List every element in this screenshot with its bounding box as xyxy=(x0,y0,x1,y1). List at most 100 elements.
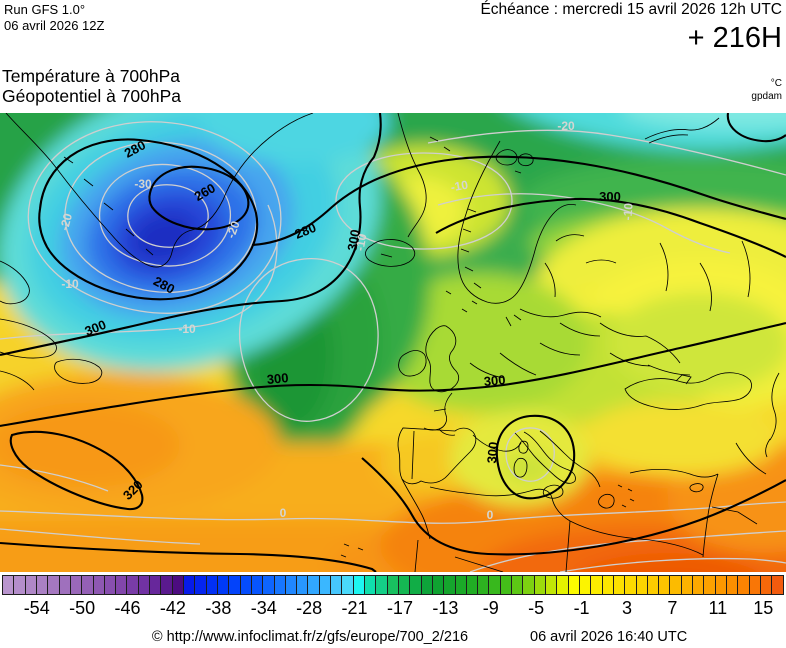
color-scale-cell xyxy=(533,575,545,595)
color-scale-cell xyxy=(239,575,251,595)
temperature-contour-label: -10 xyxy=(353,232,370,252)
color-scale-cell xyxy=(431,575,444,595)
temperature-contours xyxy=(0,121,786,572)
color-scale-cell xyxy=(273,575,285,595)
forecast-offset-label: + 216H xyxy=(687,22,782,54)
run-model-label: Run GFS 1.0° xyxy=(4,2,86,17)
coast-ireland xyxy=(398,350,427,377)
color-scale-cell xyxy=(726,575,738,595)
color-scale-tick: -9 xyxy=(482,598,499,618)
parameter-title-temperature: Température à 700hPa xyxy=(2,66,181,86)
borders-africa xyxy=(414,520,571,572)
color-scale-cell xyxy=(126,575,138,595)
coast-turkey-levant xyxy=(629,468,719,558)
color-scale-cell xyxy=(183,575,195,595)
color-scale-cell xyxy=(228,575,240,595)
color-scale-cell xyxy=(250,575,263,595)
temperature-contour-label: 0 xyxy=(280,506,287,520)
coast-black-sea xyxy=(624,372,752,410)
color-scale-cell xyxy=(307,575,319,595)
color-scale-cell xyxy=(759,575,772,595)
color-scale-cell xyxy=(262,575,274,595)
coast-norway-fjords xyxy=(460,208,482,289)
color-scale-cell xyxy=(318,575,331,595)
color-scale-cell xyxy=(522,575,534,595)
color-scale-tick-labels: -54 -50 -46 -42 -38 -34 -28 -21 -17 -13 -9 -5 -1 3 7 11… xyxy=(14,598,786,619)
coast-novaya-zemlya xyxy=(644,117,720,144)
echeance-label: Échéance : mercredi 15 avril 2026 12h UT… xyxy=(480,1,782,18)
temperature-contour-label: -20 xyxy=(57,211,75,232)
temperature-contour-label: 0 xyxy=(487,508,494,522)
temperature-contour-label: -10 xyxy=(61,277,79,291)
color-scale-cell xyxy=(578,575,591,595)
color-scale-cell xyxy=(658,575,670,595)
coast-north-africa xyxy=(401,478,704,556)
coast-iberia xyxy=(397,427,477,485)
geopotential-contour-label: 300 xyxy=(484,441,501,464)
coastlines xyxy=(0,113,780,572)
coast-svalbard xyxy=(495,149,534,174)
color-scale-cell xyxy=(375,575,387,595)
color-scale-tick: -5 xyxy=(528,598,545,618)
color-scale-cell xyxy=(420,575,432,595)
color-scale-cell xyxy=(545,575,557,595)
coast-iceland xyxy=(365,239,416,267)
color-scale-tick: -17 xyxy=(386,598,413,618)
color-scale-cell xyxy=(2,575,14,595)
color-scale-cell xyxy=(646,575,659,595)
source-url: © http://www.infoclimat.fr/z/gfs/europe/… xyxy=(151,629,469,645)
color-scale-cell xyxy=(703,575,715,595)
color-scale-cell xyxy=(624,575,636,595)
map-canvas: -30-20 -20-10-10-10-10-20-100 0 2802602802… xyxy=(0,113,786,572)
color-scale-cell xyxy=(669,575,681,595)
color-scale-tick: 7 xyxy=(667,598,678,618)
color-scale-cell xyxy=(601,575,613,595)
color-scale-cell xyxy=(692,575,704,595)
color-scale-cell xyxy=(160,575,172,595)
weather-map: -30 -20 -20 -10 -10 -10 -10 -20 -10 0 0 280 260 280 2… xyxy=(0,113,786,572)
color-scale-tick: 11 xyxy=(708,598,728,618)
color-scale-cell xyxy=(714,575,726,595)
color-scale-cell xyxy=(567,575,579,595)
coast-north-isles xyxy=(445,290,478,313)
temperature-contour-label: -10 xyxy=(620,202,635,221)
color-scale-tick: 3 xyxy=(621,598,632,618)
coast-greenland-fjords xyxy=(63,156,154,256)
color-scale-cell xyxy=(81,575,93,595)
color-scale-tick: -38 xyxy=(205,598,232,618)
color-scale-cell xyxy=(103,575,116,595)
color-scale-tick: -34 xyxy=(250,598,277,618)
coast-italy xyxy=(472,431,576,484)
color-scale-tick: -50 xyxy=(69,598,96,618)
temperature-color-scale xyxy=(2,575,784,595)
color-scale-cell xyxy=(24,575,36,595)
color-scale-tick: -46 xyxy=(114,598,141,618)
temperature-contour-label: -30 xyxy=(134,177,152,191)
color-scale-cell xyxy=(92,575,104,595)
coast-baltic xyxy=(505,234,617,327)
coast-greenland-south xyxy=(5,113,314,268)
color-scale-cell xyxy=(386,575,398,595)
temperature-contour-label: -10 xyxy=(450,178,470,195)
color-scale-cell xyxy=(47,575,59,595)
color-scale-cell xyxy=(612,575,625,595)
geopotential-contour-label: 300 xyxy=(599,189,621,204)
color-scale-cell xyxy=(409,575,421,595)
coast-scandinavia xyxy=(457,140,577,304)
color-scale-cell xyxy=(13,575,25,595)
geopotential-contour-label: 300 xyxy=(483,372,506,389)
color-scale-cell xyxy=(477,575,489,595)
color-scale-cell xyxy=(771,575,784,595)
color-scale-tick: -13 xyxy=(432,598,459,618)
geopotential-contour-label: 300 xyxy=(266,370,289,387)
color-scale-cell xyxy=(58,575,70,595)
color-scale-cell xyxy=(149,575,161,595)
temperature-contour-labels: -30 -20 -20 -10 -10 -10 -10 -20 -10 0 0 xyxy=(57,119,636,522)
color-scale-cell xyxy=(69,575,82,595)
coast-labrador xyxy=(0,260,103,391)
color-scale-cell xyxy=(680,575,693,595)
color-scale-cell xyxy=(511,575,523,595)
color-scale-cell xyxy=(137,575,150,595)
color-scale-tick: -28 xyxy=(296,598,323,618)
color-scale-cell xyxy=(35,575,48,595)
